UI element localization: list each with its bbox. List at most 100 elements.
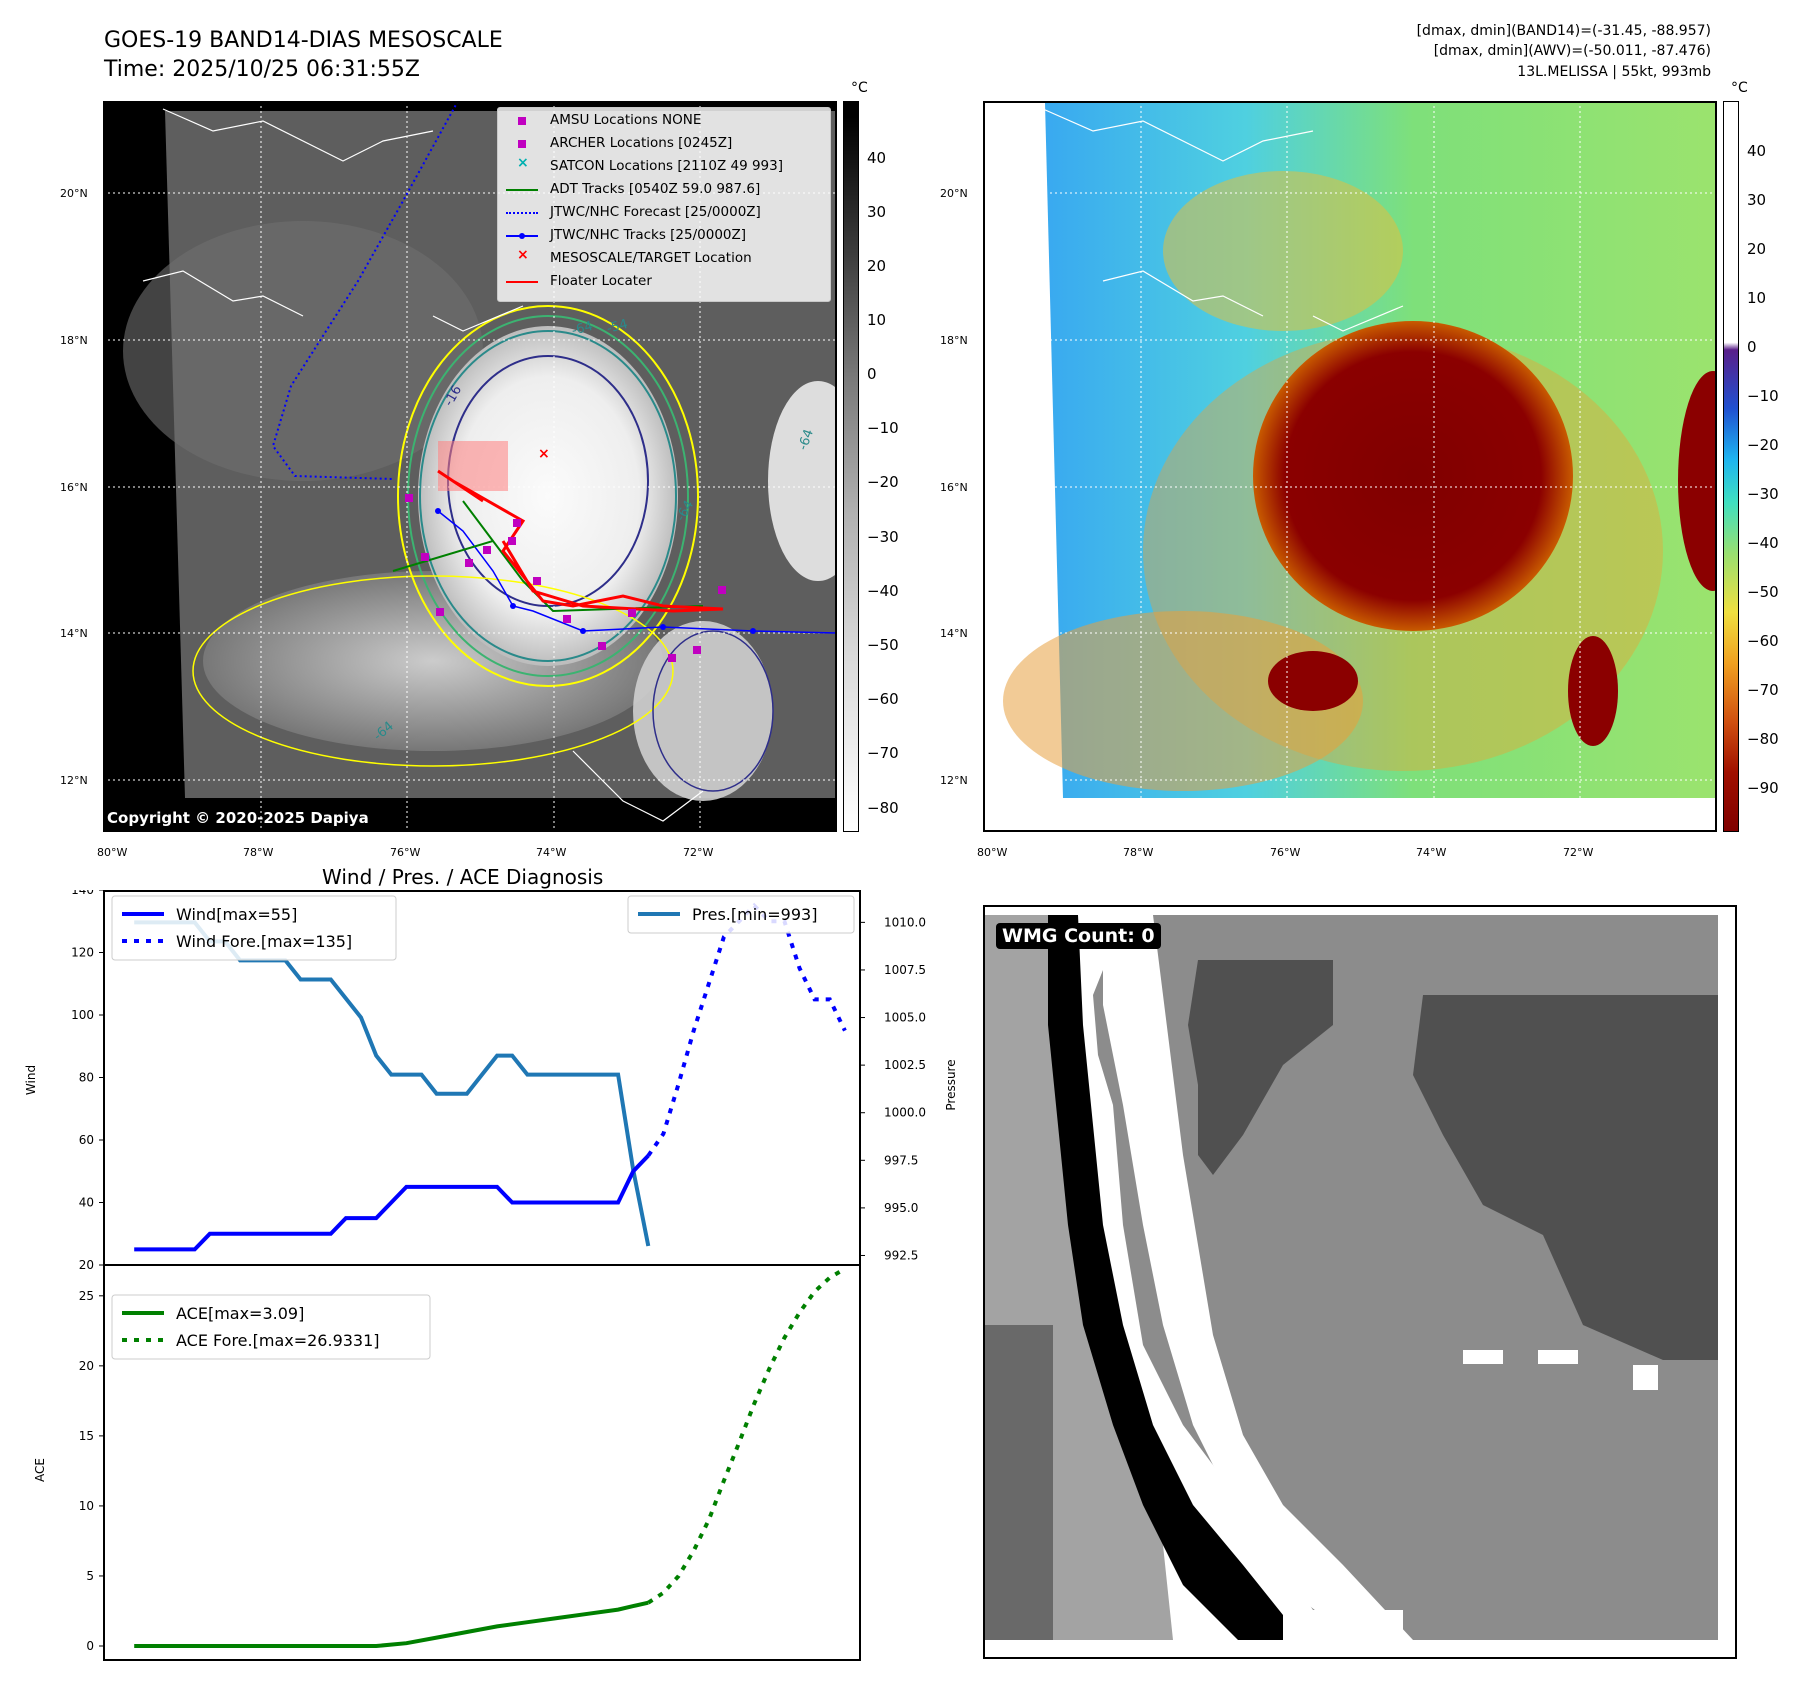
ace-legend-box — [111, 1294, 431, 1360]
awv-cell-east — [1678, 371, 1717, 591]
wmg-region-dark-b — [1413, 995, 1718, 1360]
wind-legend-box — [111, 895, 397, 961]
legend-archer-marker — [518, 140, 526, 148]
pressure-tick-label-995: 995.0 — [884, 1201, 918, 1215]
wind-tick-label-120: 120 — [71, 946, 94, 960]
legend-satcon-label: SATCON Locations [2110Z 49 993] — [550, 158, 783, 174]
left-colorbar — [843, 101, 859, 832]
jtwc-best-track — [437, 510, 837, 634]
right-cbar-tick-20: 20 — [1747, 240, 1767, 258]
contour-label-a: -64 — [570, 319, 594, 339]
wind-line — [134, 1154, 650, 1252]
left-lon-76: 76°W — [390, 846, 421, 859]
right-cbar-tick-30: 30 — [1747, 191, 1767, 209]
right-lat-12: 12°N — [940, 774, 968, 787]
left-lon-78: 78°W — [243, 846, 274, 859]
awv-map-panel — [983, 101, 1717, 832]
contour-label-f: -64 — [796, 427, 817, 452]
right-cbar-tick-m50: −50 — [1747, 583, 1779, 601]
diagnosis-chart: 20406080100120140992.5995.0997.51000.010… — [24, 890, 958, 1661]
target-location-marker: × — [538, 446, 550, 462]
left-lon-74: 74°W — [536, 846, 567, 859]
wind-forecast-line — [646, 902, 847, 1157]
coastline-hispaniola — [432, 305, 524, 332]
right-cbar-tick-0: 0 — [1747, 338, 1757, 356]
right-cbar-tick-m70: −70 — [1747, 681, 1779, 699]
left-lat-20: 20°N — [60, 187, 88, 200]
legend-adt-marker — [506, 189, 538, 191]
legend-archer-label: ARCHER Locations [0245Z] — [550, 135, 733, 151]
legend-floater-marker — [506, 281, 538, 283]
awv-coastline-jamaica — [1102, 270, 1264, 317]
legend-amsu-label: AMSU Locations NONE — [550, 112, 702, 128]
right-cbar-tick-40: 40 — [1747, 142, 1767, 160]
right-cbar-tick-m40: −40 — [1747, 534, 1779, 552]
wind-tick-label-40: 40 — [79, 1196, 94, 1210]
copyright-text: Copyright © 2020-2025 Dapiya — [107, 809, 369, 827]
wmg-white-cell-b — [1538, 1350, 1578, 1364]
wmg-count-badge: WMG Count: 0 — [996, 923, 1161, 949]
left-cbar-tick-m40: −40 — [867, 582, 899, 600]
cloud-area-west — [123, 221, 483, 481]
legend-forecast-marker — [506, 212, 538, 214]
awv-map — [983, 101, 1717, 832]
ace-axis-label: ACE — [33, 1458, 47, 1482]
left-cbar-tick-m50: −50 — [867, 636, 899, 654]
legend-tracks-dot — [519, 233, 525, 239]
ace-line — [134, 1600, 649, 1648]
wmg-white-cell-a — [1463, 1350, 1503, 1364]
pressure-tick-label-992.5: 992.5 — [884, 1248, 918, 1262]
right-colorbar — [1723, 101, 1739, 832]
legend-satcon-marker: × — [517, 155, 529, 171]
left-cbar-tick-m20: −20 — [867, 473, 899, 491]
right-lon-80: 80°W — [977, 846, 1008, 859]
left-lat-14: 14°N — [60, 627, 88, 640]
image-title: GOES-19 BAND14-DIAS MESOSCALE — [104, 28, 503, 53]
pressure-tick-label-1000: 1000.0 — [884, 1106, 926, 1120]
jtwc-forecast-track — [271, 101, 459, 480]
pressure-tick-label-1005: 1005.0 — [884, 1011, 926, 1025]
contour-yellow-band — [192, 575, 674, 767]
left-cbar-tick-m70: −70 — [867, 744, 899, 762]
band14-map-panel: × -64 -54 -16 -64 -64 -64 AMSU Locations… — [103, 101, 837, 832]
legend-adt-label: ADT Tracks [0540Z 59.0 987.6] — [550, 181, 761, 197]
diagnosis-title: Wind / Pres. / ACE Diagnosis — [322, 865, 604, 889]
wmg-black-band — [1048, 915, 1283, 1640]
right-lon-72: 72°W — [1563, 846, 1594, 859]
pressure-legend-label-0: Pres.[min=993] — [692, 905, 817, 924]
right-lat-14: 14°N — [940, 627, 968, 640]
ace-legend-label-1: ACE Fore.[max=26.9331] — [176, 1331, 380, 1350]
awv-cell-b — [1568, 636, 1618, 746]
legend-amsu-marker — [518, 117, 526, 125]
left-cbar-tick-40: 40 — [867, 149, 887, 167]
awv-moist-north — [1163, 171, 1403, 331]
contour-yellow-outer — [397, 305, 699, 687]
left-cbar-tick-10: 10 — [867, 311, 887, 329]
wmg-white-band — [1103, 915, 1413, 1640]
jtwc-track-points — [435, 508, 756, 634]
ace-panel-frame — [103, 1264, 861, 1661]
contour-teal — [419, 330, 677, 662]
ace-forecast-line — [647, 1267, 846, 1605]
left-cbar-tick-0: 0 — [867, 365, 877, 383]
pressure-tick-label-1002.5: 1002.5 — [884, 1058, 926, 1072]
convection-southeast — [633, 621, 773, 801]
convection-east — [768, 381, 837, 581]
image-time: Time: 2025/10/25 06:31:55Z — [104, 57, 420, 82]
left-lat-16: 16°N — [60, 481, 88, 494]
wmg-region-dark-a — [1188, 960, 1333, 1175]
ace-tick-label-10: 10 — [79, 1499, 94, 1513]
wind-tick-label-20: 20 — [79, 1258, 94, 1272]
left-lat-12: 12°N — [60, 774, 88, 787]
awv-coastline-cuba — [1042, 108, 1314, 162]
storm-info: 13L.MELISSA | 55kt, 993mb — [1517, 64, 1711, 80]
wind-tick-label-60: 60 — [79, 1133, 94, 1147]
wind-axis-label: Wind — [24, 1065, 38, 1095]
ace-legend-label-0: ACE[max=3.09] — [176, 1304, 304, 1323]
floater-locater-track — [437, 469, 724, 613]
right-lat-16: 16°N — [940, 481, 968, 494]
right-cbar-tick-m30: −30 — [1747, 485, 1779, 503]
left-cbar-tick-30: 30 — [867, 203, 887, 221]
left-cbar-tick-m10: −10 — [867, 419, 899, 437]
pressure-legend-box — [627, 895, 855, 934]
